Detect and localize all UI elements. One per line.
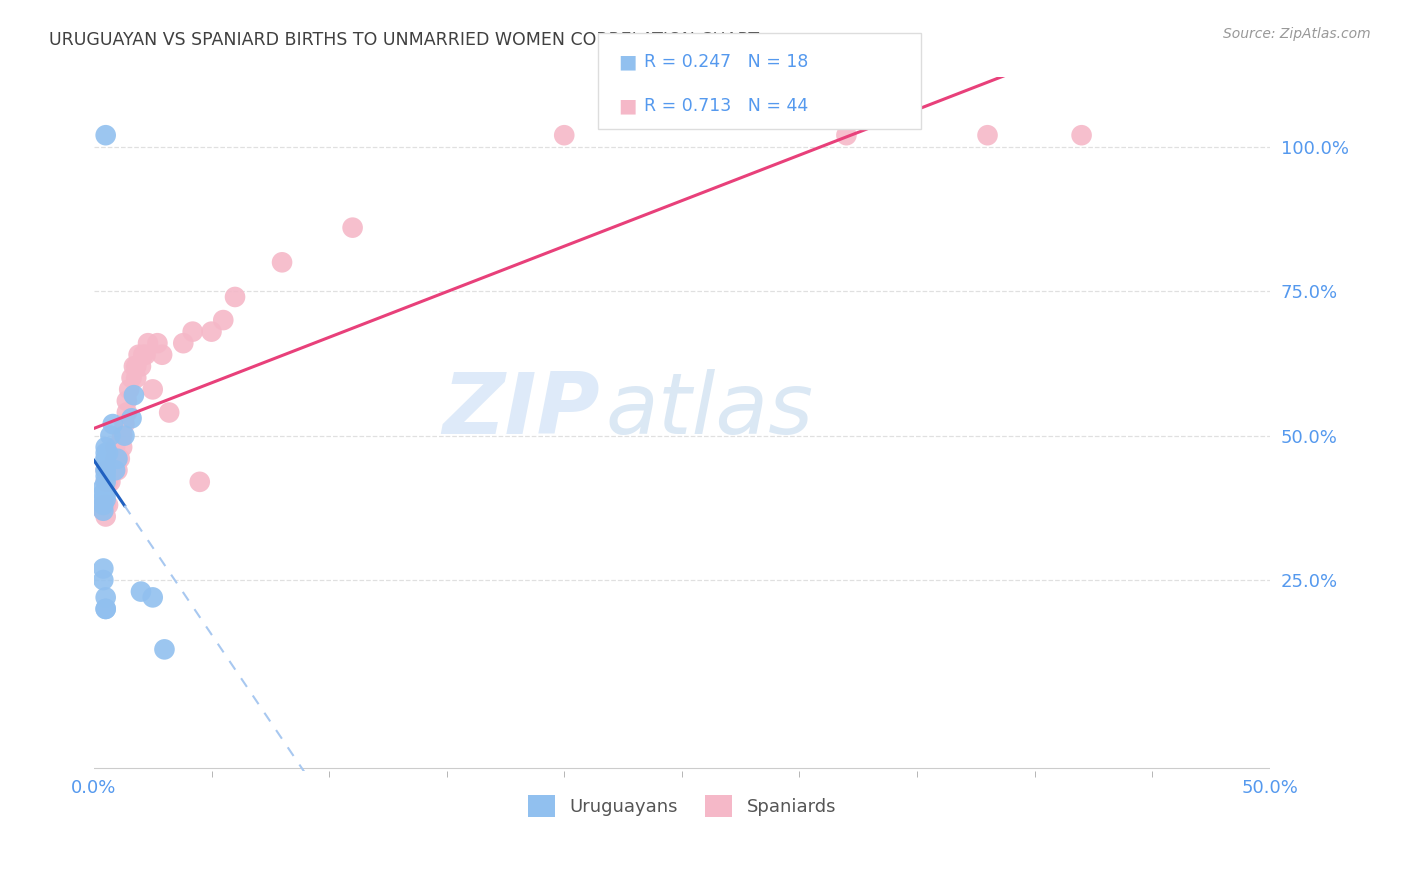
Point bbox=[135, 348, 157, 362]
Point bbox=[94, 451, 117, 466]
Point bbox=[153, 642, 176, 657]
Point bbox=[107, 451, 129, 466]
Point bbox=[188, 475, 211, 489]
Legend: Uruguayans, Spaniards: Uruguayans, Spaniards bbox=[520, 788, 844, 824]
Point bbox=[181, 325, 204, 339]
Point bbox=[212, 313, 235, 327]
Point bbox=[91, 573, 114, 587]
Point bbox=[94, 602, 117, 616]
Point bbox=[115, 394, 138, 409]
Text: Source: ZipAtlas.com: Source: ZipAtlas.com bbox=[1223, 27, 1371, 41]
Point bbox=[142, 383, 165, 397]
Point bbox=[94, 463, 117, 477]
Point bbox=[125, 359, 148, 374]
Point bbox=[100, 428, 122, 442]
Point bbox=[104, 451, 127, 466]
Point bbox=[271, 255, 294, 269]
Point bbox=[342, 220, 364, 235]
Point bbox=[91, 504, 114, 518]
Point bbox=[111, 428, 134, 442]
Point bbox=[142, 591, 165, 605]
Text: ■: ■ bbox=[619, 96, 637, 115]
Text: R = 0.247   N = 18: R = 0.247 N = 18 bbox=[644, 53, 808, 71]
Point bbox=[835, 128, 858, 143]
Point bbox=[104, 463, 127, 477]
Point bbox=[91, 498, 114, 512]
Point bbox=[101, 417, 124, 431]
Point bbox=[121, 411, 143, 425]
Point bbox=[108, 451, 131, 466]
Point bbox=[97, 498, 120, 512]
Point bbox=[94, 486, 117, 500]
Point bbox=[111, 440, 134, 454]
Point bbox=[1070, 128, 1092, 143]
Point bbox=[136, 336, 159, 351]
Point bbox=[114, 428, 136, 442]
Point bbox=[94, 591, 117, 605]
Point bbox=[94, 475, 117, 489]
Point bbox=[200, 325, 222, 339]
Point bbox=[94, 498, 117, 512]
Point bbox=[104, 440, 127, 454]
Point bbox=[91, 561, 114, 575]
Text: ■: ■ bbox=[619, 53, 637, 71]
Point bbox=[91, 486, 114, 500]
Point bbox=[94, 463, 117, 477]
Point bbox=[122, 388, 145, 402]
Point bbox=[157, 405, 180, 419]
Text: ZIP: ZIP bbox=[441, 368, 599, 451]
Point bbox=[150, 348, 173, 362]
Point bbox=[94, 446, 117, 460]
Point bbox=[97, 475, 120, 489]
Point bbox=[224, 290, 246, 304]
Point bbox=[94, 509, 117, 524]
Point bbox=[553, 128, 575, 143]
Point bbox=[121, 371, 143, 385]
Point bbox=[128, 348, 150, 362]
Point bbox=[125, 371, 148, 385]
Point bbox=[114, 417, 136, 431]
Point bbox=[91, 498, 114, 512]
Point bbox=[91, 504, 114, 518]
Point bbox=[101, 463, 124, 477]
Point bbox=[94, 469, 117, 483]
Point bbox=[172, 336, 194, 351]
Point bbox=[94, 602, 117, 616]
Point bbox=[94, 475, 117, 489]
Point bbox=[100, 463, 122, 477]
Point bbox=[976, 128, 998, 143]
Point bbox=[129, 359, 152, 374]
Point bbox=[94, 451, 117, 466]
Point bbox=[132, 348, 155, 362]
Point bbox=[91, 492, 114, 507]
Point bbox=[94, 492, 117, 507]
Point bbox=[91, 481, 114, 495]
Text: atlas: atlas bbox=[606, 368, 814, 451]
Point bbox=[115, 405, 138, 419]
Point bbox=[118, 383, 141, 397]
Point bbox=[122, 359, 145, 374]
Point bbox=[94, 440, 117, 454]
Point bbox=[94, 463, 117, 477]
Point bbox=[94, 128, 117, 143]
Text: URUGUAYAN VS SPANIARD BIRTHS TO UNMARRIED WOMEN CORRELATION CHART: URUGUAYAN VS SPANIARD BIRTHS TO UNMARRIE… bbox=[49, 31, 759, 49]
Point bbox=[146, 336, 169, 351]
Point bbox=[100, 475, 122, 489]
Point bbox=[107, 463, 129, 477]
Point bbox=[97, 446, 120, 460]
Text: R = 0.713   N = 44: R = 0.713 N = 44 bbox=[644, 96, 808, 115]
Point bbox=[129, 584, 152, 599]
